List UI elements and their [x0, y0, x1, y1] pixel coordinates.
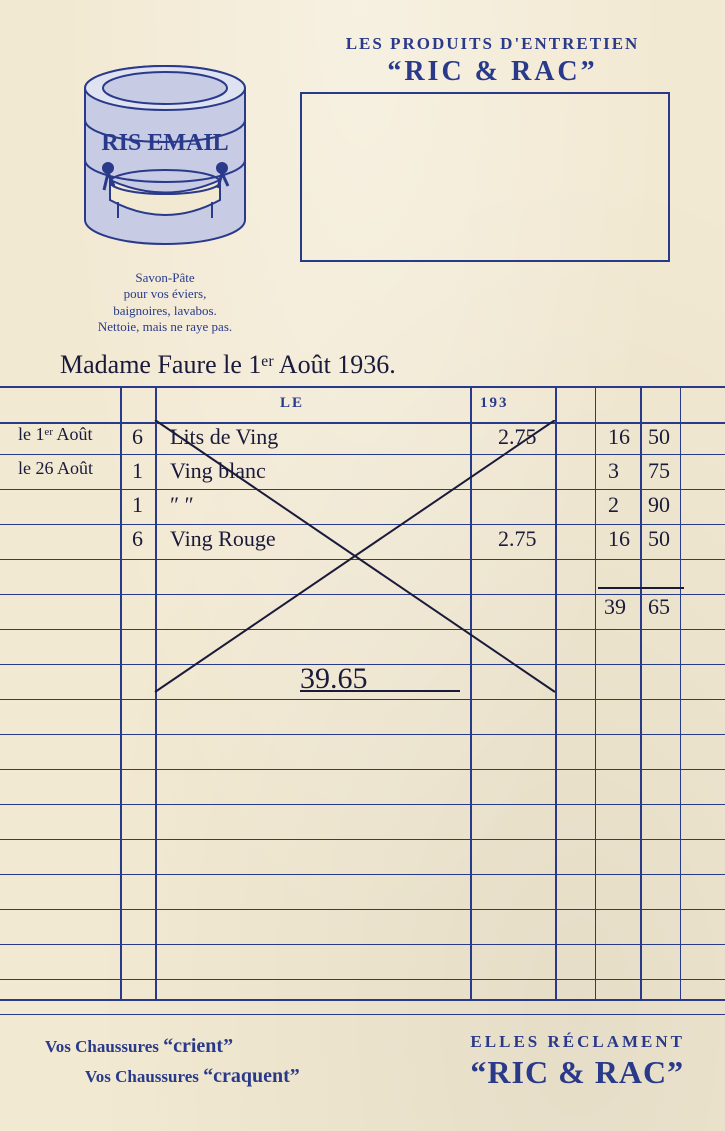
footer-r2: “RIC & RAC” — [470, 1054, 685, 1091]
handwritten-cell: 6 — [132, 424, 143, 450]
handwritten-cell: le 26 Août — [18, 458, 93, 479]
product-tin-illustration: RIS EMAIL — [70, 60, 260, 270]
footer-l1a: Vos Chaussures — [45, 1037, 163, 1056]
date-label-year: 193 — [480, 395, 509, 412]
handwritten-cell: 65 — [648, 594, 670, 620]
table-row — [0, 980, 725, 1015]
center-total-underline — [300, 690, 460, 692]
total-underline — [598, 587, 684, 589]
handwritten-cell: Lits de Ving — [170, 424, 278, 450]
table-row — [0, 910, 725, 945]
caption-l2: pour vos éviers, — [60, 286, 270, 302]
caption-l4: Nettoie, mais ne raye pas. — [60, 319, 270, 335]
footer-r1: ELLES RÉCLAMENT — [470, 1032, 685, 1052]
handwritten-cell: Ving Rouge — [170, 526, 276, 552]
date-label-le: LE — [280, 395, 304, 412]
handwritten-cell: 3 — [608, 458, 619, 484]
handwritten-cell: ″ ″ — [170, 492, 194, 518]
letterhead-line1: LES PRODUITS D'ENTRETIEN — [300, 34, 685, 54]
handwritten-cell: 6 — [132, 526, 143, 552]
table-row — [0, 630, 725, 665]
handwritten-cell: le 1ᵉʳ Août — [18, 424, 93, 445]
handwritten-cell: Ving blanc — [170, 458, 266, 484]
handwritten-cell: 90 — [648, 492, 670, 518]
footer-right: ELLES RÉCLAMENT “RIC & RAC” — [470, 1032, 685, 1091]
table-row — [0, 770, 725, 805]
handwritten-cell: 39 — [604, 594, 626, 620]
handwritten-cell: 50 — [648, 424, 670, 450]
date-header-row: LE 193 — [0, 386, 725, 424]
footer-l2a: Vos Chaussures — [85, 1067, 203, 1086]
address-frame — [300, 92, 670, 262]
handwritten-cell: 1 — [132, 458, 143, 484]
customer-line: Madame Faure le 1ᵉʳ Août 1936. — [60, 350, 685, 380]
handwritten-cell: 2.75 — [498, 424, 537, 450]
handwritten-cell: 2 — [608, 492, 619, 518]
table-row — [0, 805, 725, 840]
handwritten-cell: 75 — [648, 458, 670, 484]
handwritten-cell: 2.75 — [498, 526, 537, 552]
footer-rule — [0, 999, 725, 1001]
table-row — [0, 700, 725, 735]
letterhead: LES PRODUITS D'ENTRETIEN “RIC & RAC” — [300, 34, 685, 88]
caption-l1: Savon-Pâte — [60, 270, 270, 286]
handwritten-cell: 16 — [608, 526, 630, 552]
product-caption: Savon-Pâte pour vos éviers, baignoires, … — [60, 270, 270, 335]
tin-label-text: RIS EMAIL — [101, 130, 228, 156]
handwritten-cell: 1 — [132, 492, 143, 518]
caption-l3: baignoires, lavabos. — [60, 303, 270, 319]
table-row — [0, 560, 725, 595]
table-row — [0, 735, 725, 770]
table-row — [0, 840, 725, 875]
handwritten-cell: 16 — [608, 424, 630, 450]
footer: Vos Chaussures “crient” Vos Chaussures “… — [45, 1031, 685, 1091]
letterhead-brand: “RIC & RAC” — [300, 56, 685, 88]
invoice-page: LES PRODUITS D'ENTRETIEN “RIC & RAC” RI — [0, 0, 725, 1131]
footer-l2b: “craquent” — [203, 1065, 300, 1087]
handwritten-cell: 50 — [648, 526, 670, 552]
footer-l1b: “crient” — [163, 1035, 233, 1057]
table-row — [0, 945, 725, 980]
table-row — [0, 875, 725, 910]
